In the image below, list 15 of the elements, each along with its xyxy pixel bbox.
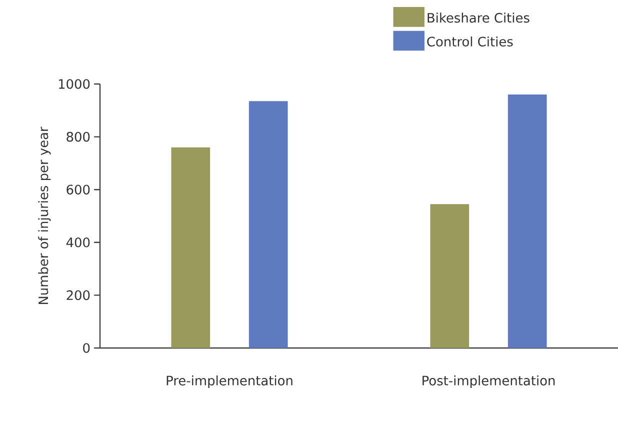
legend-label: Control Cities bbox=[427, 36, 513, 47]
bar bbox=[248, 101, 288, 348]
bar bbox=[430, 204, 470, 348]
x-tick-label: Post-implementation bbox=[422, 375, 555, 388]
y-tick-label: 0 bbox=[83, 343, 90, 353]
y-tick-label: 600 bbox=[66, 184, 90, 194]
bar bbox=[508, 94, 547, 348]
bar bbox=[171, 147, 210, 348]
y-axis-title: Number of injuries per year bbox=[38, 126, 51, 304]
legend-label: Bikeshare Cities bbox=[428, 12, 530, 23]
y-tick-label: 400 bbox=[66, 238, 90, 248]
y-tick-label: 800 bbox=[66, 132, 90, 142]
y-tick-label: 1000 bbox=[58, 79, 90, 89]
y-tick-label: 200 bbox=[66, 290, 90, 300]
x-tick-label: Pre-implementation bbox=[166, 375, 292, 388]
